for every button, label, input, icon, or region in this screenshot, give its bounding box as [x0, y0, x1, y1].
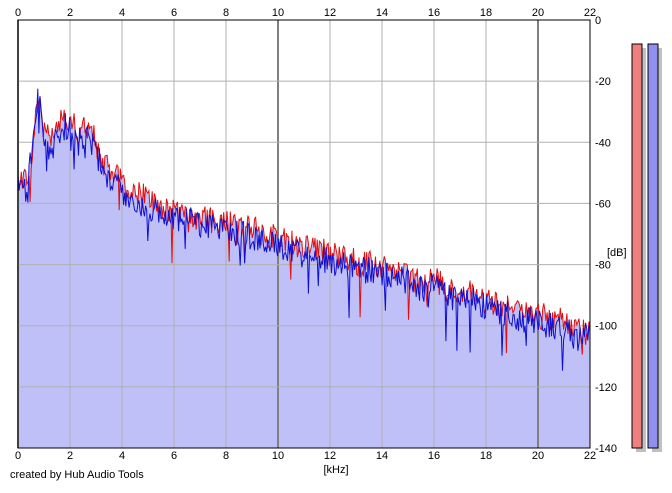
- x-axis-label: [kHz]: [323, 464, 348, 476]
- x-tick-label-top: 16: [428, 7, 440, 19]
- x-tick-label-top: 10: [272, 7, 284, 19]
- x-tick-label-bottom: 20: [532, 450, 544, 462]
- level-meter-right: [647, 43, 659, 449]
- x-tick-label-bottom: 10: [272, 450, 284, 462]
- x-tick-label-top: 22: [584, 7, 596, 19]
- x-tick-label-bottom: 16: [428, 450, 440, 462]
- x-tick-label-top: 8: [223, 7, 229, 19]
- y-tick-label: -20: [595, 76, 611, 88]
- x-tick-label-top: 12: [324, 7, 336, 19]
- x-tick-label-top: 0: [15, 7, 21, 19]
- x-tick-label-top: 4: [119, 7, 125, 19]
- x-tick-label-bottom: 6: [171, 450, 177, 462]
- spectrum-fill: [18, 88, 590, 448]
- x-tick-label-bottom: 12: [324, 450, 336, 462]
- y-tick-label: -60: [595, 198, 611, 210]
- x-tick-label-top: 6: [171, 7, 177, 19]
- y-tick-label: -100: [595, 321, 617, 333]
- plot-frame: [17, 19, 591, 449]
- y-tick-label: -140: [595, 443, 617, 455]
- x-tick-label-bottom: 4: [119, 450, 125, 462]
- y-tick-label: -80: [595, 260, 611, 272]
- y-tick-label: -120: [595, 382, 617, 394]
- level-meter-left: [631, 43, 643, 449]
- x-tick-label-bottom: 22: [584, 450, 596, 462]
- y-tick-label: -40: [595, 137, 611, 149]
- y-tick-label: 0: [595, 15, 601, 27]
- x-tick-label-bottom: 8: [223, 450, 229, 462]
- x-tick-label-bottom: 0: [15, 450, 21, 462]
- x-tick-label-bottom: 2: [67, 450, 73, 462]
- x-tick-label-top: 14: [376, 7, 388, 19]
- y-axis-label: [dB]: [607, 247, 627, 259]
- credit-text: created by Hub Audio Tools: [10, 469, 144, 481]
- x-tick-label-top: 2: [67, 7, 73, 19]
- x-tick-label-bottom: 18: [480, 450, 492, 462]
- x-tick-label-top: 20: [532, 7, 544, 19]
- x-tick-label-bottom: 14: [376, 450, 388, 462]
- series-line-2: [17, 88, 591, 371]
- x-tick-label-top: 18: [480, 7, 492, 19]
